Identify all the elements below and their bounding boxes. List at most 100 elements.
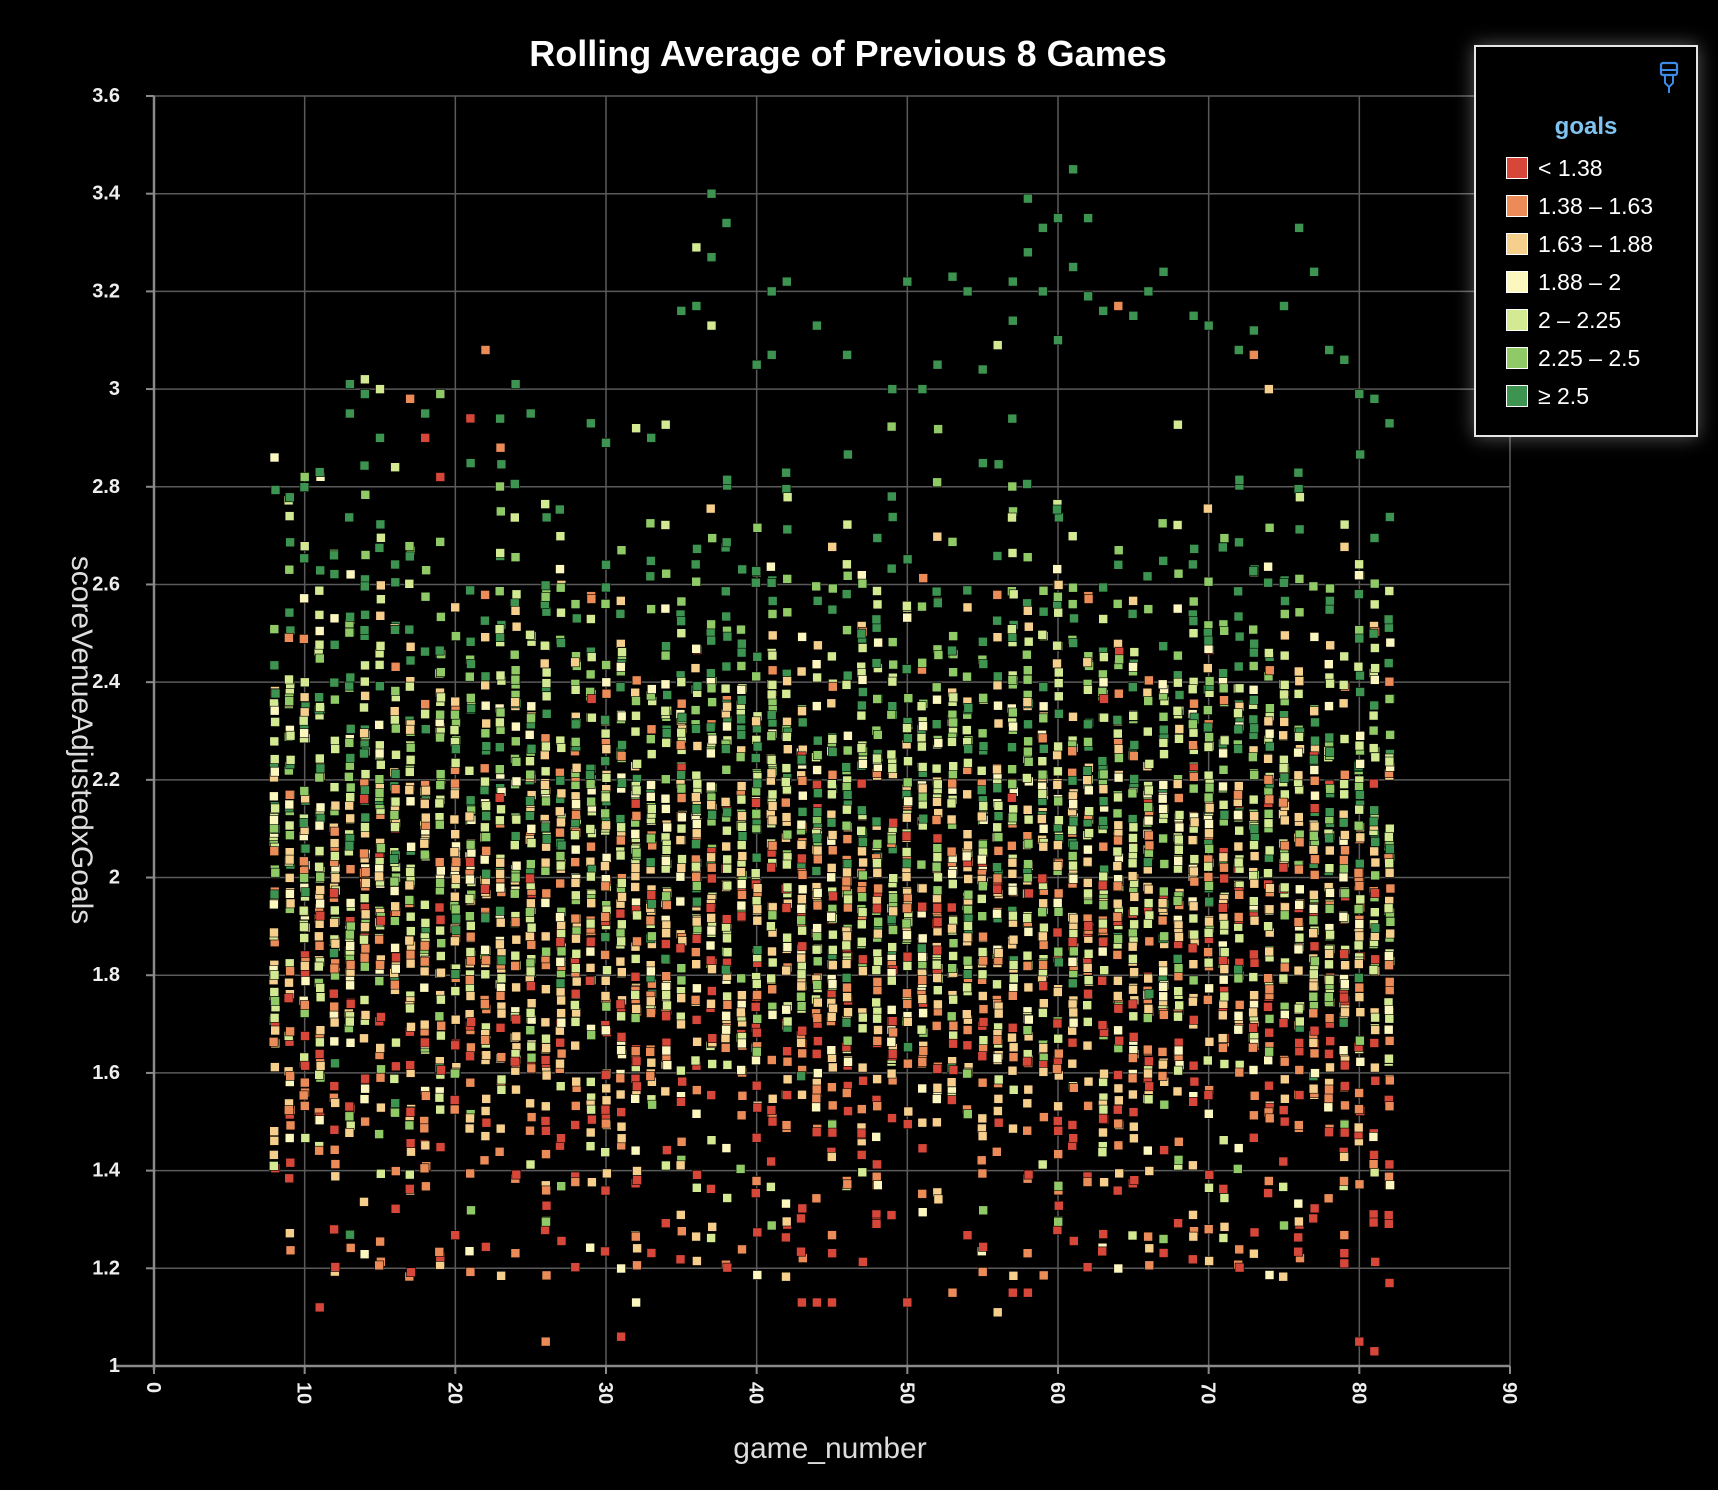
data-point <box>1113 1070 1123 1080</box>
data-point <box>315 1061 326 1071</box>
pin-icon[interactable] <box>1658 61 1680 95</box>
data-point <box>434 645 445 656</box>
data-point <box>1248 714 1259 725</box>
data-point <box>661 1011 671 1022</box>
data-point <box>662 1145 672 1155</box>
data-point <box>1264 1270 1275 1280</box>
data-point <box>509 649 520 660</box>
data-point <box>1067 775 1078 786</box>
data-point <box>691 839 701 850</box>
legend-item[interactable]: 1.88 – 2 <box>1506 263 1653 301</box>
data-point <box>811 1049 822 1059</box>
data-point <box>1203 1224 1214 1234</box>
data-point <box>722 863 733 874</box>
data-point <box>480 615 490 626</box>
legend-item[interactable]: 2 – 2.25 <box>1506 301 1653 339</box>
data-point <box>720 797 731 807</box>
legend-item[interactable]: < 1.38 <box>1506 149 1653 187</box>
data-point <box>375 519 386 530</box>
data-point <box>1174 822 1185 833</box>
data-point <box>932 917 943 927</box>
data-point <box>1324 659 1334 670</box>
data-point <box>510 961 521 971</box>
data-point <box>1188 616 1199 626</box>
data-point <box>1263 1002 1273 1012</box>
data-point <box>1098 1077 1108 1087</box>
y-tick-label: 2 <box>109 867 120 889</box>
data-point <box>1280 1094 1290 1104</box>
legend-item[interactable]: ≥ 2.5 <box>1506 377 1653 415</box>
data-point <box>586 614 596 624</box>
data-point <box>1279 962 1290 973</box>
data-point <box>314 931 324 942</box>
data-point <box>481 868 491 879</box>
data-point <box>511 756 522 767</box>
data-point <box>1325 596 1335 606</box>
data-point <box>812 750 823 760</box>
data-point <box>359 625 370 636</box>
data-point <box>1067 999 1078 1010</box>
data-point <box>390 963 401 974</box>
data-point <box>962 1068 972 1079</box>
data-point <box>464 765 475 776</box>
data-point <box>796 666 807 677</box>
data-point <box>1053 591 1063 602</box>
data-point <box>675 896 686 907</box>
data-point <box>946 902 957 913</box>
data-point <box>812 765 822 775</box>
data-point <box>782 676 792 686</box>
data-point <box>1174 844 1184 855</box>
data-point <box>1127 999 1138 1010</box>
data-point <box>419 799 430 809</box>
data-point <box>978 659 989 669</box>
data-point <box>299 1077 310 1088</box>
data-point <box>526 838 537 848</box>
data-point <box>1233 964 1243 975</box>
data-point <box>857 643 868 653</box>
data-point <box>841 589 852 599</box>
legend-item[interactable]: 1.63 – 1.88 <box>1506 225 1653 263</box>
data-point <box>390 769 401 779</box>
data-point <box>421 1091 431 1101</box>
legend-item[interactable]: 1.38 – 1.63 <box>1506 187 1653 225</box>
data-point <box>390 916 400 926</box>
data-point <box>1248 1022 1258 1033</box>
data-point <box>555 1025 565 1036</box>
data-point <box>1295 1016 1305 1027</box>
data-point <box>630 1231 641 1242</box>
data-point <box>1218 668 1228 679</box>
y-tick-label: 1.4 <box>92 1160 121 1182</box>
data-point <box>1128 662 1138 672</box>
data-point <box>1084 785 1094 796</box>
data-point <box>1278 1156 1289 1167</box>
data-point <box>329 1125 340 1135</box>
data-point <box>1355 832 1366 843</box>
data-point <box>1052 504 1062 515</box>
data-point <box>1188 1231 1199 1242</box>
data-point <box>692 983 702 994</box>
data-point <box>645 791 656 802</box>
data-point <box>390 714 400 725</box>
data-point <box>269 660 280 671</box>
data-point <box>631 710 641 721</box>
data-point <box>359 460 370 471</box>
data-point <box>632 1175 642 1185</box>
data-point <box>314 626 325 636</box>
data-point <box>283 1105 294 1115</box>
data-point <box>827 830 838 840</box>
data-point <box>676 677 687 687</box>
data-point <box>707 873 717 884</box>
data-point <box>496 955 507 966</box>
data-point <box>600 599 611 609</box>
data-point <box>630 862 641 873</box>
y-tick-label: 3.6 <box>92 85 120 107</box>
data-point <box>767 910 778 921</box>
data-point <box>299 692 310 703</box>
data-point <box>1114 688 1124 699</box>
data-point <box>434 819 445 830</box>
data-point <box>540 1055 551 1065</box>
data-point <box>1354 919 1365 930</box>
data-point <box>1218 955 1228 966</box>
data-point <box>525 769 536 780</box>
legend-item[interactable]: 2.25 – 2.5 <box>1506 339 1653 377</box>
